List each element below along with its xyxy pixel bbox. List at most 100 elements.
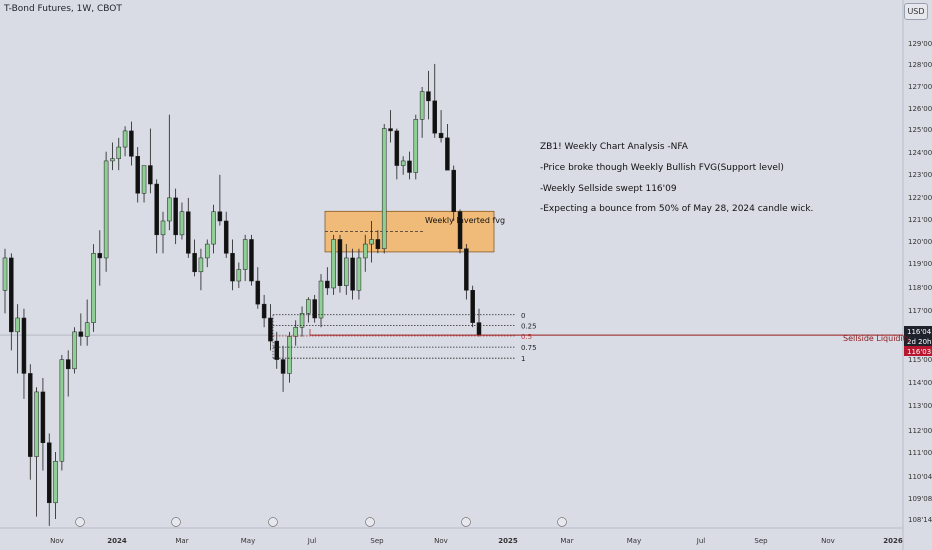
- candle-body[interactable]: [223, 220, 229, 254]
- x-axis-tick-label: Nov: [434, 537, 448, 545]
- candle-body[interactable]: [186, 211, 191, 254]
- y-axis-tick-label: 124'00: [908, 149, 932, 157]
- event-marker-icon[interactable]: [557, 517, 567, 527]
- candle-body[interactable]: [413, 119, 419, 173]
- candle-body[interactable]: [2, 257, 8, 291]
- candle-body[interactable]: [141, 165, 147, 194]
- y-axis-tick-label: 109'08: [908, 495, 932, 503]
- y-axis-tick-label: 118'00: [908, 284, 932, 292]
- candle-body[interactable]: [426, 91, 431, 102]
- candle-body[interactable]: [280, 359, 286, 374]
- candle-body[interactable]: [103, 160, 109, 259]
- candle-body[interactable]: [84, 322, 90, 337]
- fvg-label: Weekly Inverted fvg: [425, 216, 506, 225]
- fib-level-label: 0.5: [521, 333, 532, 341]
- candle-body[interactable]: [21, 317, 27, 374]
- candle-body[interactable]: [432, 100, 438, 134]
- candle-body[interactable]: [91, 253, 96, 323]
- candle-body[interactable]: [306, 299, 311, 314]
- candle-body[interactable]: [242, 239, 248, 270]
- event-marker-icon[interactable]: [268, 517, 278, 527]
- y-axis-tick-label: 120'00: [908, 238, 932, 246]
- candle-body[interactable]: [40, 391, 46, 443]
- candle-body[interactable]: [78, 331, 84, 337]
- candle-body[interactable]: [369, 239, 374, 245]
- candle-body[interactable]: [129, 130, 134, 157]
- candle-body[interactable]: [274, 340, 280, 360]
- candle-body[interactable]: [268, 317, 273, 342]
- event-marker-icon[interactable]: [461, 517, 471, 527]
- fvg-zone: [324, 210, 495, 253]
- candle-body[interactable]: [400, 160, 406, 166]
- candle-body[interactable]: [122, 130, 128, 148]
- candle-body[interactable]: [15, 317, 20, 333]
- candle-body[interactable]: [204, 243, 210, 259]
- candle-body[interactable]: [293, 326, 298, 337]
- candle-body[interactable]: [167, 197, 172, 222]
- candle-body[interactable]: [53, 460, 58, 504]
- candle-body[interactable]: [154, 183, 159, 236]
- candle-body[interactable]: [318, 280, 324, 319]
- candle-body[interactable]: [325, 280, 330, 289]
- candle-body[interactable]: [160, 220, 166, 236]
- candle-body[interactable]: [419, 91, 425, 120]
- candle-body[interactable]: [198, 257, 204, 273]
- candle-body[interactable]: [451, 169, 456, 212]
- candle-body[interactable]: [255, 280, 261, 305]
- candle-body[interactable]: [356, 257, 362, 291]
- event-marker-icon[interactable]: [171, 517, 181, 527]
- candle-body[interactable]: [97, 253, 103, 259]
- x-axis-tick-label: Jul: [307, 537, 317, 545]
- candle-body[interactable]: [65, 359, 71, 370]
- candle-body[interactable]: [457, 211, 463, 249]
- candle-body[interactable]: [299, 313, 305, 328]
- candle-body[interactable]: [381, 128, 387, 249]
- candle-body[interactable]: [331, 239, 336, 289]
- candle-body[interactable]: [179, 211, 185, 236]
- candle-body[interactable]: [394, 130, 400, 166]
- candle-body[interactable]: [59, 359, 65, 462]
- candle-body[interactable]: [337, 239, 343, 286]
- candle-body[interactable]: [445, 137, 450, 171]
- candle-body[interactable]: [375, 239, 381, 249]
- candle-body[interactable]: [470, 290, 475, 323]
- candle-body[interactable]: [344, 257, 349, 286]
- candle-body[interactable]: [476, 322, 482, 336]
- candle-body[interactable]: [287, 336, 292, 374]
- candle-body[interactable]: [28, 373, 33, 457]
- event-marker-icon[interactable]: [75, 517, 85, 527]
- candle-body[interactable]: [192, 253, 197, 273]
- candle-body[interactable]: [362, 243, 368, 259]
- chart-title: T-Bond Futures, 1W, CBOT: [4, 4, 122, 14]
- candle-body[interactable]: [116, 146, 122, 159]
- candle-body[interactable]: [46, 442, 52, 504]
- candle-body[interactable]: [135, 156, 140, 194]
- y-axis-tick-label: 121'00: [908, 216, 932, 224]
- event-marker-icon[interactable]: [365, 517, 375, 527]
- sellside-price-label: 116'03: [907, 348, 931, 356]
- candle-body[interactable]: [72, 331, 77, 370]
- candle-body[interactable]: [217, 211, 223, 222]
- candle-body[interactable]: [110, 158, 115, 162]
- candle-body[interactable]: [464, 248, 469, 291]
- annotation-line-2: -Weekly Sellside swept 116'09: [540, 184, 677, 194]
- candle-body[interactable]: [249, 239, 254, 282]
- last-price-box: [904, 326, 932, 336]
- candle-body[interactable]: [230, 253, 235, 282]
- candle-body[interactable]: [350, 257, 355, 291]
- candle-body[interactable]: [148, 165, 153, 185]
- candle-body[interactable]: [34, 391, 39, 457]
- candle-body[interactable]: [211, 211, 216, 245]
- candle-body[interactable]: [236, 269, 242, 282]
- currency-button[interactable]: USD: [904, 3, 928, 20]
- candle-body[interactable]: [173, 197, 178, 236]
- candle-body[interactable]: [407, 160, 412, 173]
- candle-body[interactable]: [438, 132, 444, 139]
- candle-body[interactable]: [9, 257, 14, 333]
- candle-body[interactable]: [388, 128, 393, 132]
- candle-body[interactable]: [312, 299, 317, 319]
- candle-body[interactable]: [261, 303, 267, 319]
- y-axis-tick-label: 114'00: [908, 379, 932, 387]
